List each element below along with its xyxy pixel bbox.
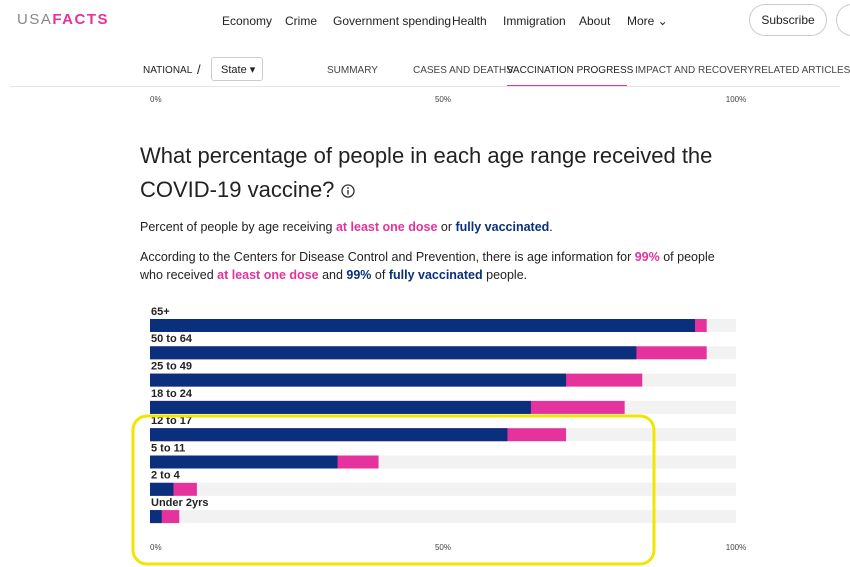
nav-item[interactable]: More ⌄ [627, 14, 668, 28]
category-label: 65+ [151, 306, 170, 318]
highlight-box [131, 414, 656, 566]
note-text: of [374, 268, 386, 282]
x-tick-label: 50% [435, 95, 451, 104]
nav-item[interactable]: Crime [285, 14, 317, 28]
note-highlight: at least one dose [217, 268, 319, 282]
subtitle: Percent of people by age receiving at le… [140, 220, 553, 234]
x-tick-label: 100% [726, 95, 746, 104]
subtitle-text: Percent of people by age receiving [140, 220, 336, 234]
nav-item[interactable]: Economy [222, 14, 273, 28]
bar [150, 510, 162, 524]
note-highlight: 99% [346, 268, 372, 282]
legend-dose: at least one dose [335, 220, 438, 234]
category-label: 5 to 11 [151, 442, 185, 454]
note-text: people. [486, 268, 528, 282]
subscribe-button[interactable]: Subscribe [749, 4, 827, 36]
tab[interactable]: CASES AND DEATHS [413, 65, 513, 76]
tab[interactable]: RELATED ARTICLES [754, 65, 850, 76]
nav-item[interactable]: Health [452, 14, 487, 28]
bar [150, 373, 567, 387]
category-label: 25 to 49 [151, 361, 192, 373]
title-text: What percentage of people in each age ra… [140, 143, 713, 202]
category-label: 12 to 17 [151, 415, 192, 427]
note: According to the Centers for Disease Con… [140, 248, 740, 284]
category-label: 50 to 64 [151, 333, 193, 345]
bar [150, 346, 637, 360]
category-label: 2 to 4 [151, 470, 181, 482]
x-tick-label: 100% [726, 543, 746, 552]
subtitle-text: . [549, 220, 553, 234]
tab[interactable]: SUMMARY [327, 65, 378, 76]
tab-national[interactable]: NATIONAL [143, 65, 193, 76]
tab[interactable]: IMPACT AND RECOVERY [635, 65, 754, 76]
bar [150, 482, 174, 496]
bar-track [150, 510, 736, 524]
bar [150, 400, 531, 414]
bar [150, 455, 338, 469]
logo-facts: FACTS [52, 11, 110, 28]
note-highlight: fully vaccinated [388, 268, 483, 282]
x-tick-label: 0% [150, 95, 162, 104]
nav-item[interactable]: Government spending [333, 14, 452, 28]
nav-item[interactable]: Immigration [503, 14, 566, 28]
bar [150, 428, 508, 442]
info-icon[interactable] [340, 184, 355, 198]
state-dropdown[interactable]: State ▾ [211, 57, 263, 81]
bar-track [150, 482, 736, 496]
legend-full: fully vaccinated [455, 220, 550, 234]
logo-usa: USA [17, 11, 53, 28]
chart-title: What percentage of people in each age ra… [140, 139, 730, 207]
note-text: and [322, 268, 343, 282]
logo[interactable]: USAFACTS [17, 11, 109, 28]
bar [150, 319, 695, 332]
subtitle-text: or [440, 220, 453, 234]
category-label: Under 2yrs [151, 497, 208, 509]
divider [10, 86, 840, 87]
x-tick-label: 50% [435, 543, 451, 552]
nav-item[interactable]: About [579, 14, 611, 28]
note-highlight: 99% [634, 250, 660, 264]
state-label: State [221, 64, 247, 76]
note-text: of people who received [140, 250, 715, 282]
nav-more: More [627, 14, 655, 28]
x-tick-label: 0% [150, 543, 162, 552]
separator: / [197, 62, 201, 77]
category-label: 18 to 24 [151, 388, 193, 400]
note-text: According to the Centers for Disease Con… [140, 250, 632, 264]
